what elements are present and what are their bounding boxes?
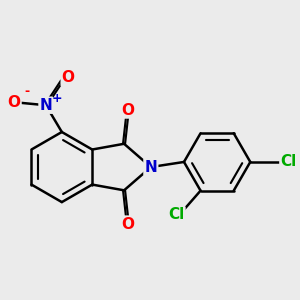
Text: O: O (62, 70, 75, 85)
Text: O: O (8, 95, 20, 110)
Text: N: N (145, 160, 157, 175)
Text: Cl: Cl (280, 154, 297, 169)
Text: +: + (52, 92, 63, 105)
Text: N: N (40, 98, 52, 113)
Text: Cl: Cl (168, 207, 184, 222)
Text: O: O (121, 103, 134, 118)
Text: -: - (24, 85, 29, 98)
Text: O: O (121, 217, 134, 232)
